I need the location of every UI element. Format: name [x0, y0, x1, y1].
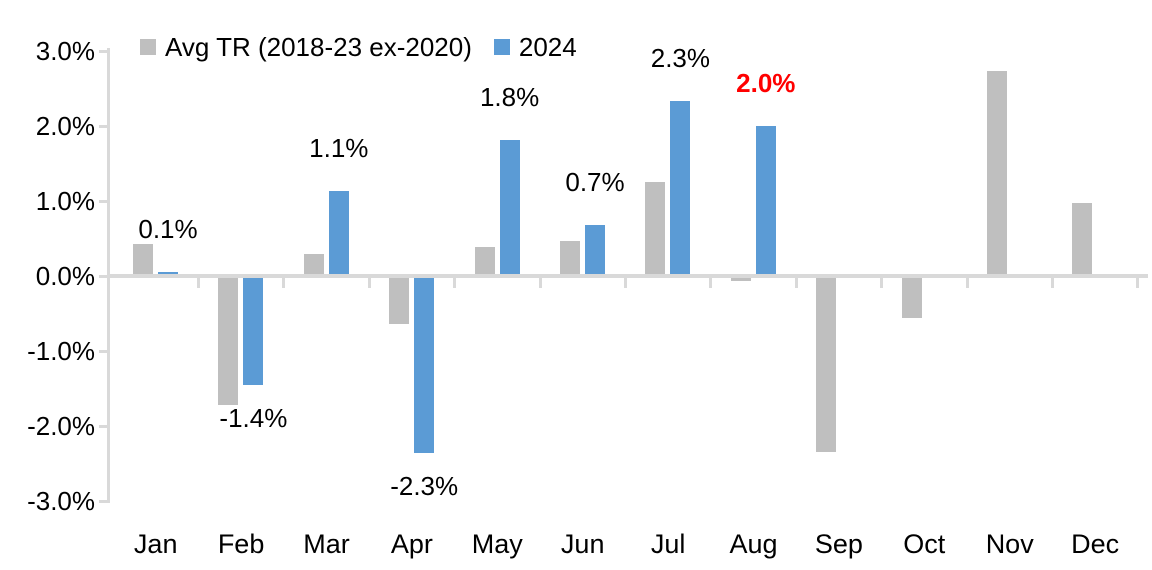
- y-axis-tick-label: 0.0%: [35, 261, 95, 291]
- x-axis-tick: [965, 278, 969, 288]
- x-axis-tick: [1050, 278, 1054, 288]
- data-label-jan: 0.1%: [138, 214, 198, 245]
- data-label-apr: -2.3%: [390, 471, 459, 501]
- x-axis-label-oct: Oct: [903, 529, 946, 559]
- legend-swatch-avg-tr-icon: [140, 39, 156, 55]
- bar-avg-tr-jul: [645, 182, 666, 276]
- bar-avg-tr-feb: [218, 276, 239, 405]
- x-axis-tick: [196, 278, 200, 288]
- y-axis-tick-label: 3.0%: [35, 36, 95, 66]
- x-axis-tick: [282, 278, 286, 288]
- data-label-aug: 2.0%: [736, 68, 796, 98]
- x-axis-tick: [1136, 278, 1140, 288]
- legend: Avg TR (2018-23 ex-2020) 2024: [140, 31, 577, 63]
- y-axis-tick: [99, 349, 107, 353]
- x-axis-tick: [794, 278, 798, 288]
- data-label-jul: 2.3%: [650, 43, 711, 74]
- bar-avg-tr-may: [474, 246, 495, 276]
- y-axis-tick-label: -2.0%: [27, 411, 95, 441]
- data-label-jun: 0.7%: [565, 167, 625, 197]
- x-axis-tick: [367, 278, 371, 288]
- bar-2024-jun: [585, 225, 605, 276]
- y-axis-tick: [99, 499, 107, 503]
- data-label-may: 1.8%: [479, 81, 540, 112]
- y-axis-tick-label: 2.0%: [35, 111, 95, 141]
- bar-avg-tr-dec: [1072, 203, 1093, 276]
- x-axis-label-jan: Jan: [133, 529, 178, 559]
- data-label-feb: -1.4%: [219, 402, 288, 433]
- bar-avg-tr-aug: [730, 276, 751, 282]
- y-axis-tick-label: 1.0%: [35, 186, 95, 216]
- x-axis-tick: [709, 278, 713, 288]
- y-axis-tick: [99, 49, 107, 53]
- x-axis-label-dec: Dec: [1071, 529, 1120, 559]
- bar-2024-may: [499, 139, 520, 276]
- y-axis-tick-label: -3.0%: [27, 486, 95, 516]
- bar-2024-mar: [328, 190, 349, 276]
- x-axis-tick: [880, 278, 884, 288]
- x-axis-label-sep: Sep: [814, 529, 863, 559]
- x-axis-label-aug: Aug: [729, 529, 778, 559]
- legend-entry-avg-tr: Avg TR (2018-23 ex-2020): [140, 32, 472, 62]
- y-axis-tick: [99, 274, 107, 278]
- x-axis-label-jul: Jul: [650, 529, 686, 559]
- bar-avg-tr-jun: [560, 240, 580, 276]
- legend-entry-2024: 2024: [493, 32, 577, 62]
- bar-avg-tr-apr: [389, 276, 410, 324]
- legend-swatch-2024-icon: [493, 39, 510, 55]
- bar-avg-tr-sep: [816, 276, 837, 453]
- y-axis-tick-label: -1.0%: [27, 336, 95, 366]
- x-axis-tick: [623, 278, 627, 288]
- bar-2024-feb: [243, 276, 264, 385]
- data-label-mar: 1.1%: [309, 132, 369, 163]
- bar-avg-tr-mar: [303, 253, 324, 276]
- bar-avg-tr-jan: [133, 243, 153, 276]
- x-axis-label-mar: Mar: [303, 529, 350, 559]
- x-axis-label-apr: Apr: [390, 529, 433, 559]
- y-axis-tick: [99, 199, 107, 203]
- x-axis-label-jun: Jun: [560, 529, 605, 559]
- x-axis-tick: [453, 278, 457, 288]
- x-axis-line: [107, 274, 1148, 278]
- bar-2024-aug: [755, 126, 776, 276]
- x-axis-label-may: May: [471, 529, 523, 559]
- y-axis-tick: [99, 124, 107, 128]
- bar-2024-jul: [670, 101, 691, 276]
- legend-label-2024: 2024: [518, 32, 577, 62]
- bar-avg-tr-oct: [901, 276, 922, 318]
- bar-2024-apr: [414, 276, 435, 453]
- x-axis-label-feb: Feb: [217, 529, 265, 559]
- x-axis-tick: [538, 278, 542, 288]
- bar-avg-tr-nov: [987, 71, 1007, 276]
- y-axis-tick: [99, 424, 107, 428]
- x-axis-label-nov: Nov: [985, 529, 1034, 559]
- legend-label-avg-tr: Avg TR (2018-23 ex-2020): [165, 32, 472, 62]
